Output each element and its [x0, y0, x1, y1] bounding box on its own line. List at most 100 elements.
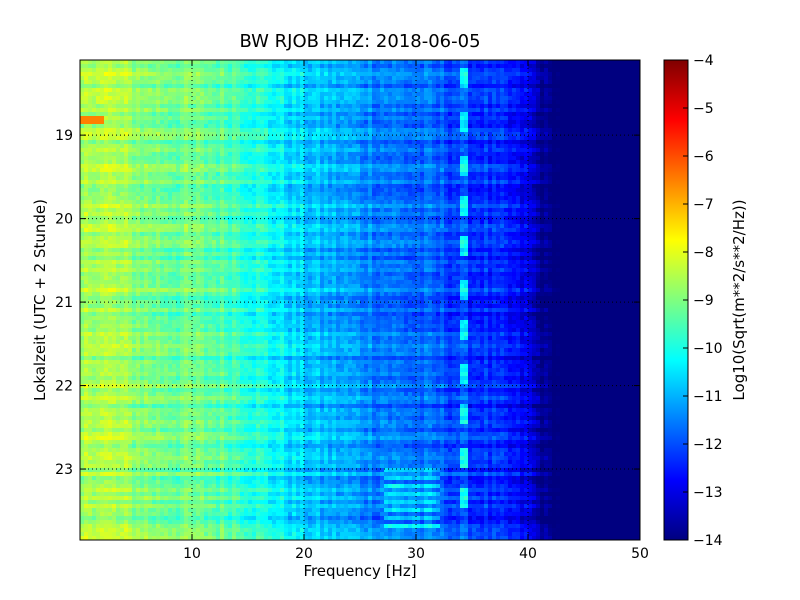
heatmap-cell [460, 120, 465, 125]
heatmap-cell [172, 120, 177, 125]
heatmap-cell [596, 68, 601, 73]
heatmap-cell [484, 96, 489, 101]
heatmap-cell [120, 96, 125, 101]
heatmap-cell [224, 176, 229, 181]
heatmap-cell [328, 92, 333, 97]
heatmap-cell [388, 168, 393, 173]
heatmap-cell [228, 180, 233, 185]
heatmap-cell [352, 116, 357, 121]
heatmap-cell [80, 184, 85, 189]
heatmap-cell [628, 124, 633, 129]
heatmap-cell [428, 188, 433, 193]
heatmap-cell [260, 128, 265, 133]
heatmap-cell [356, 96, 361, 101]
heatmap-cell [472, 168, 477, 173]
heatmap-cell [308, 104, 313, 109]
heatmap-cell [568, 168, 573, 173]
heatmap-cell [204, 136, 209, 141]
heatmap-cell [464, 108, 469, 113]
heatmap-cell [252, 112, 257, 117]
heatmap-cell [324, 60, 329, 65]
heatmap-cell [620, 108, 625, 113]
heatmap-cell [132, 100, 137, 105]
heatmap-cell [508, 124, 513, 129]
heatmap-cell [236, 80, 241, 85]
heatmap-cell [296, 156, 301, 161]
heatmap-cell [544, 76, 549, 81]
heatmap-cell [160, 116, 165, 121]
heatmap-cell [168, 196, 173, 201]
heatmap-cell [616, 196, 621, 201]
heatmap-cell [368, 160, 373, 165]
heatmap-cell [632, 120, 637, 125]
heatmap-cell [620, 104, 625, 109]
heatmap-cell [376, 128, 381, 133]
heatmap-cell [520, 124, 525, 129]
heatmap-cell [616, 180, 621, 185]
heatmap-cell [312, 72, 317, 77]
heatmap-cell [404, 156, 409, 161]
heatmap-cell [116, 148, 121, 153]
heatmap-cell [288, 80, 293, 85]
heatmap-cell [128, 92, 133, 97]
heatmap-cell [536, 128, 541, 133]
heatmap-cell [496, 136, 501, 141]
heatmap-cell [564, 128, 569, 133]
heatmap-cell [544, 176, 549, 181]
heatmap-cell [324, 152, 329, 157]
heatmap-cell [240, 164, 245, 169]
heatmap-cell [268, 128, 273, 133]
heatmap-cell [484, 72, 489, 77]
heatmap-cell [248, 104, 253, 109]
heatmap-cell [160, 112, 165, 117]
heatmap-cell [204, 152, 209, 157]
heatmap-cell [448, 180, 453, 185]
heatmap-cell [276, 184, 281, 189]
heatmap-cell [620, 72, 625, 77]
heatmap-cell [516, 144, 521, 149]
heatmap-cell [160, 88, 165, 93]
heatmap-cell [592, 104, 597, 109]
heatmap-cell [332, 136, 337, 141]
heatmap-cell [320, 148, 325, 153]
heatmap-cell [624, 84, 629, 89]
heatmap-cell [336, 124, 341, 129]
heatmap-cell [492, 124, 497, 129]
heatmap-cell [200, 140, 205, 145]
heatmap-cell [232, 96, 237, 101]
heatmap-cell [276, 156, 281, 161]
heatmap-cell [432, 172, 437, 177]
heatmap-cell [124, 88, 129, 93]
heatmap-cell [204, 128, 209, 133]
heatmap-cell [148, 76, 153, 81]
heatmap-cell [572, 72, 577, 77]
heatmap-cell [112, 100, 117, 105]
heatmap-cell [296, 160, 301, 165]
heatmap-cell [476, 136, 481, 141]
heatmap-cell [168, 156, 173, 161]
heatmap-cell [468, 196, 473, 201]
heatmap-cell [348, 160, 353, 165]
heatmap-cell [392, 168, 397, 173]
heatmap-cell [124, 176, 129, 181]
heatmap-cell [396, 88, 401, 93]
heatmap-cell [540, 64, 545, 69]
heatmap-cell [252, 64, 257, 69]
heatmap-cell [176, 64, 181, 69]
heatmap-cell [632, 60, 637, 65]
heatmap-cell [424, 120, 429, 125]
heatmap-cell [568, 148, 573, 153]
heatmap-cell [544, 160, 549, 165]
heatmap-cell [624, 148, 629, 153]
heatmap-cell [216, 76, 221, 81]
heatmap-cell [300, 180, 305, 185]
heatmap-cell [236, 184, 241, 189]
heatmap-cell [444, 148, 449, 153]
heatmap-cell [80, 68, 85, 73]
heatmap-cell [384, 136, 389, 141]
heatmap-cell [200, 188, 205, 193]
heatmap-cell [116, 60, 121, 65]
heatmap-cell [340, 172, 345, 177]
heatmap-cell [408, 196, 413, 201]
heatmap-cell [556, 112, 561, 117]
